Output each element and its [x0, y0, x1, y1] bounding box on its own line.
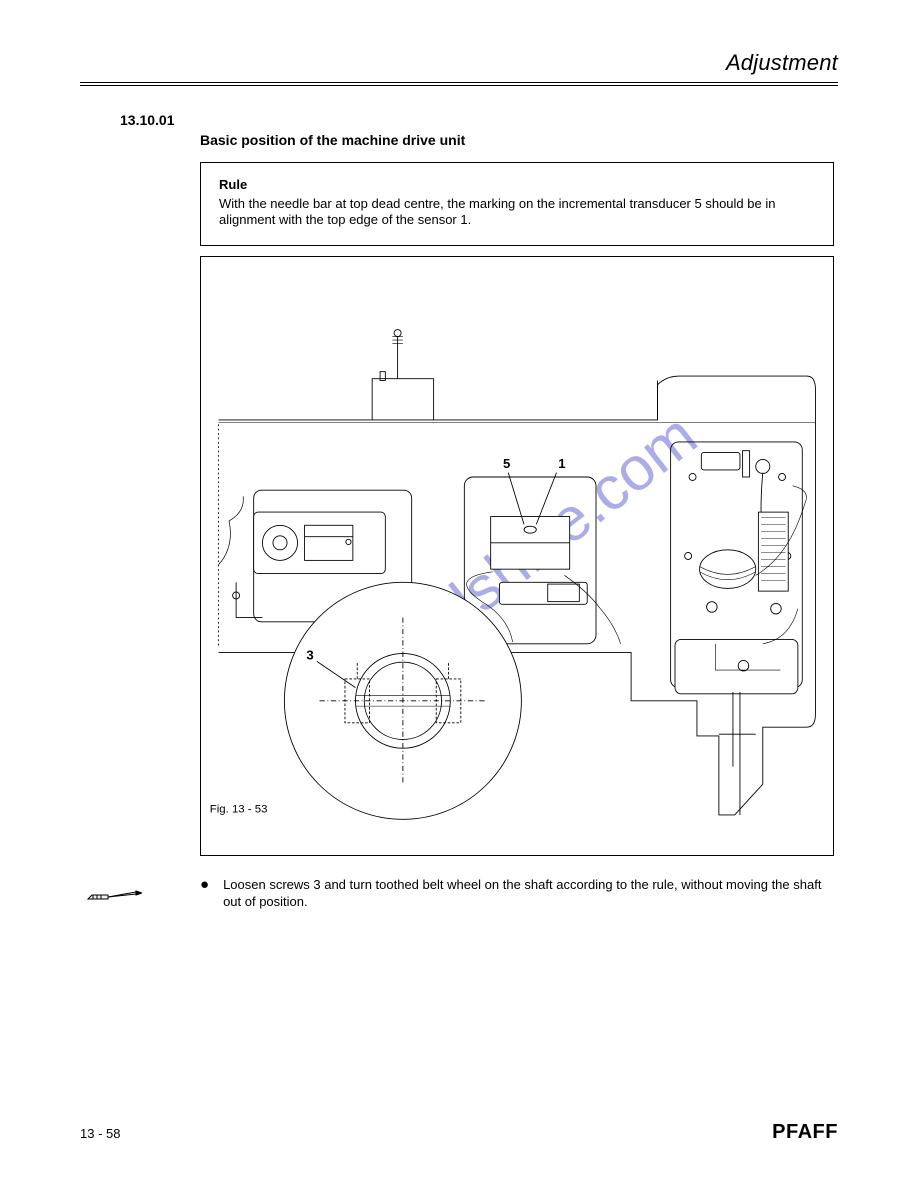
callout-1: 1: [558, 456, 565, 471]
figure-frame: manualshive.com: [200, 256, 834, 856]
rule-box: Rule With the needle bar at top dead cen…: [200, 162, 834, 246]
callout-3: 3: [306, 647, 313, 662]
instruction-text: Loosen screws 3 and turn toothed belt wh…: [223, 876, 838, 911]
bullet-icon: ●: [200, 877, 209, 911]
page-header-title: Adjustment: [80, 50, 838, 76]
brand-logo: PFAFF: [772, 1121, 838, 1144]
screwdriver-icon: [86, 883, 142, 909]
rule-text: With the needle bar at top dead centre, …: [219, 196, 815, 229]
header-rule-thin: [80, 85, 838, 86]
instruction-row: ● Loosen screws 3 and turn toothed belt …: [200, 876, 838, 911]
header-rule-top: [80, 82, 838, 83]
rule-heading: Rule: [219, 177, 815, 192]
section-title: Basic position of the machine drive unit: [200, 132, 838, 148]
section-number: 13.10.01: [120, 112, 838, 128]
footer: 13 - 58 PFAFF: [80, 1121, 838, 1144]
callout-5: 5: [503, 456, 510, 471]
page-number: 13 - 58: [80, 1126, 120, 1141]
figure-label: Fig. 13 - 53: [210, 803, 268, 815]
technical-diagram: manualshive.com: [201, 257, 833, 855]
